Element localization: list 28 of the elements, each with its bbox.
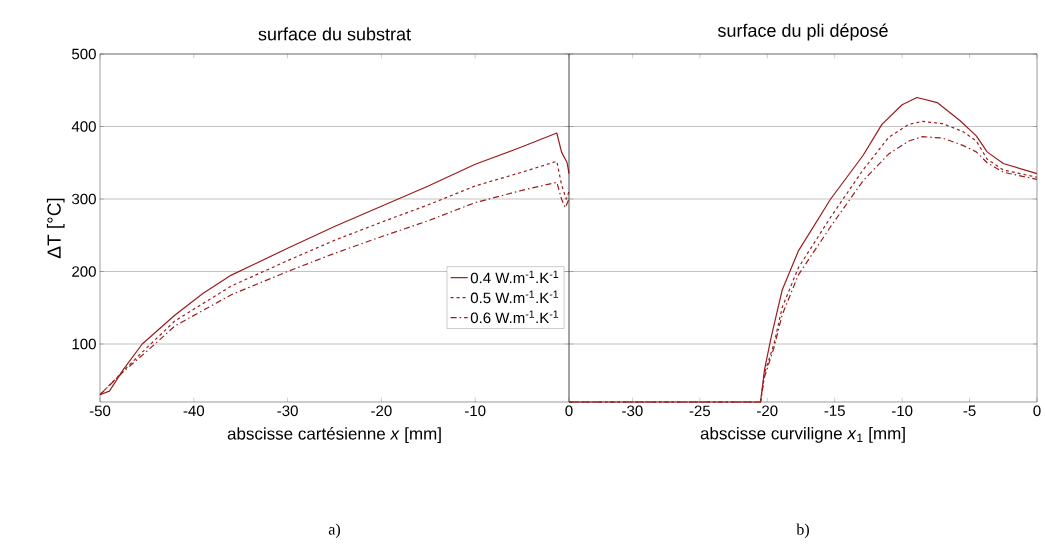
legend-label: 0.4 W.m$^{-1}$.K$^{-1}$: [470, 270, 559, 284]
x-tick-label: -50: [89, 405, 111, 417]
y-tick-label: 400: [71, 121, 96, 132]
y-tick-label: 500: [72, 48, 96, 60]
legend-label: 0.5 W.m$^{-1}$.K$^{-1}$: [470, 290, 559, 304]
text: a): [328, 523, 341, 538]
legend-label: 0.6 W.m$^{-1}$.K$^{-1}$: [470, 310, 559, 324]
x-tick-label: -20: [371, 405, 392, 417]
x-tick-label: -10: [891, 405, 913, 417]
x-tick-label: -30: [277, 405, 298, 417]
y-tick-label: 200: [72, 266, 96, 277]
chart-title: surface du pli déposé: [717, 23, 888, 41]
x-tick-label: -40: [183, 405, 205, 417]
x-tick-label: -10: [465, 405, 486, 417]
x-tick-label: 0: [1033, 405, 1041, 417]
x-axis-title: abscisse cartésienne x [mm]: [227, 427, 441, 444]
x-tick-label: -20: [757, 405, 778, 417]
chart-title: surface du substrat: [258, 27, 411, 41]
y-axis-title: ΔT [°C]: [46, 198, 65, 259]
x-tick-label: -5: [963, 405, 976, 416]
x-tick-label: -15: [824, 405, 845, 416]
x-tick-label: 0: [565, 405, 573, 417]
text: b): [796, 523, 809, 538]
x-axis-title: abscisse curviligne x$_{1}$ [mm]: [700, 427, 905, 443]
x-tick-label: -25: [689, 405, 711, 417]
x-tick-label: -30: [622, 405, 643, 417]
y-tick-label: 100: [72, 338, 96, 350]
y-tick-label: 300: [72, 193, 96, 205]
